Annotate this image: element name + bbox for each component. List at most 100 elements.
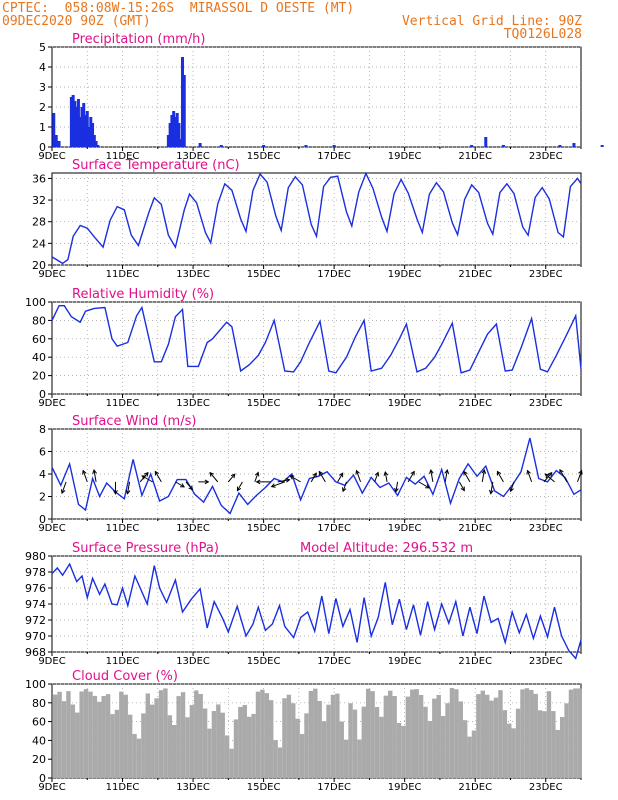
cloud-bar — [224, 735, 230, 778]
cloud-bar — [149, 704, 155, 778]
wind-arrow — [356, 470, 362, 483]
wind-arrowhead — [463, 470, 468, 476]
y-tick-label: 0 — [39, 513, 46, 526]
wind-arrowhead — [509, 487, 514, 493]
cloud-bar — [401, 725, 406, 778]
x-tick-label: 15DEC — [247, 782, 281, 793]
x-tick-label: 19DEC — [388, 398, 422, 409]
x-tick-label: 13DEC — [176, 151, 210, 162]
cloud-bar — [379, 716, 384, 778]
wind-arrowhead — [481, 469, 487, 475]
cloud-bar — [123, 694, 128, 778]
cloud-bar — [220, 712, 225, 778]
x-tick-label: 9DEC — [38, 782, 65, 793]
wind-arrowhead — [312, 472, 317, 478]
cloud-bar — [277, 747, 283, 778]
y-tick-label: 20 — [32, 259, 46, 272]
y-tick-label: 5 — [39, 41, 46, 54]
cloud-bar — [436, 694, 441, 778]
wind-arrow — [384, 471, 388, 482]
cloud-bar — [493, 697, 499, 778]
wind-arrowhead — [429, 469, 434, 475]
precip-bar — [182, 75, 186, 147]
wind-arrow — [93, 469, 97, 482]
cloud-bar — [198, 693, 203, 778]
wind-arrowhead — [204, 479, 210, 485]
cloud-bar — [185, 717, 190, 778]
cloud-bar — [427, 721, 433, 778]
cloud-bar — [410, 689, 415, 778]
wind-arrowhead — [143, 471, 149, 477]
x-tick-label: 11DEC — [106, 269, 140, 280]
y-tick-label: 8 — [39, 423, 46, 436]
wind-arrowhead — [394, 487, 399, 493]
cloud-bar — [304, 713, 309, 778]
cloud-bar — [357, 739, 362, 778]
y-tick-label: 100 — [25, 296, 46, 309]
wind-arrowhead — [488, 489, 494, 495]
x-tick-label: 9DEC — [38, 269, 65, 280]
wind-arrow — [342, 481, 347, 492]
wind-arrow — [527, 470, 533, 483]
x-tick-label: 19DEC — [388, 269, 422, 280]
y-tick-label: 974 — [25, 598, 46, 611]
cloud-bar — [467, 736, 472, 778]
x-tick-label: 13DEC — [176, 523, 210, 534]
panel-0: 0 1 2 3 4 5 9DEC 11DEC 13DEC 15DEC 17DEC 19DEC 21DEC… — [38, 32, 604, 162]
cloud-bar — [61, 701, 67, 778]
precip-bar — [78, 117, 82, 147]
precip-bar — [177, 123, 181, 147]
panel-frame — [51, 172, 582, 266]
wind-arrow — [418, 481, 430, 489]
cloud-bar — [348, 703, 353, 778]
precip-bar — [80, 107, 84, 147]
wind-arrow — [496, 471, 504, 483]
cloud-bar — [145, 693, 150, 778]
precip-bar — [69, 97, 73, 147]
y-tick-label: 80 — [32, 697, 46, 710]
precip-bar — [52, 113, 56, 147]
wind-arrowhead — [236, 486, 242, 492]
x-tick-label: 21DEC — [458, 398, 492, 409]
x-tick-label: 19DEC — [388, 656, 422, 667]
wind-arrow — [490, 481, 494, 494]
x-tick-label: 23DEC — [529, 523, 563, 534]
y-tick-label: 2 — [39, 491, 46, 504]
cloud-bar — [476, 694, 481, 778]
precip-bar — [175, 113, 179, 147]
precip-bar — [180, 57, 184, 147]
cloud-bar — [418, 694, 424, 778]
wind-arrow — [407, 471, 415, 483]
cloud-bar — [207, 728, 212, 778]
station-title: CPTEC: 058:08W-15:26S MIRASSOL D OESTE (… — [2, 1, 355, 16]
cloud-bar — [471, 730, 477, 778]
wind-arrow — [545, 473, 555, 483]
wind-arrowhead — [255, 479, 261, 485]
precip-bar — [92, 135, 96, 147]
cloud-bar — [136, 738, 142, 778]
wind-arrowhead — [141, 475, 147, 480]
cloud-bar — [440, 716, 446, 778]
precip-bar — [600, 145, 604, 147]
wind-arrow — [577, 470, 583, 483]
precip-bar — [304, 145, 308, 147]
cloud-bar — [246, 716, 252, 778]
cloud-bar — [370, 691, 375, 778]
y-tick-label: 32 — [32, 194, 46, 207]
y-tick-label: 978 — [25, 566, 46, 579]
panel-5: 0 20 40 60 80 100 9DEC 11DEC 13DEC 15DEC 17DEC 19DE… — [25, 669, 582, 793]
wind-arrow — [289, 475, 301, 483]
wind-arrow — [318, 471, 326, 483]
cloud-bar — [383, 695, 389, 778]
x-tick-label: 13DEC — [176, 782, 210, 793]
precip-bar — [170, 115, 174, 147]
cloud-bar — [57, 691, 62, 778]
precip-bar — [198, 143, 202, 147]
precip-bar — [501, 145, 505, 147]
cloud-bar — [392, 696, 397, 778]
wind-arrowhead — [341, 487, 347, 493]
wind-arrowhead — [289, 475, 295, 480]
y-tick-label: 4 — [39, 61, 46, 74]
cloud-bar — [110, 714, 115, 778]
x-tick-label: 17DEC — [317, 269, 351, 280]
